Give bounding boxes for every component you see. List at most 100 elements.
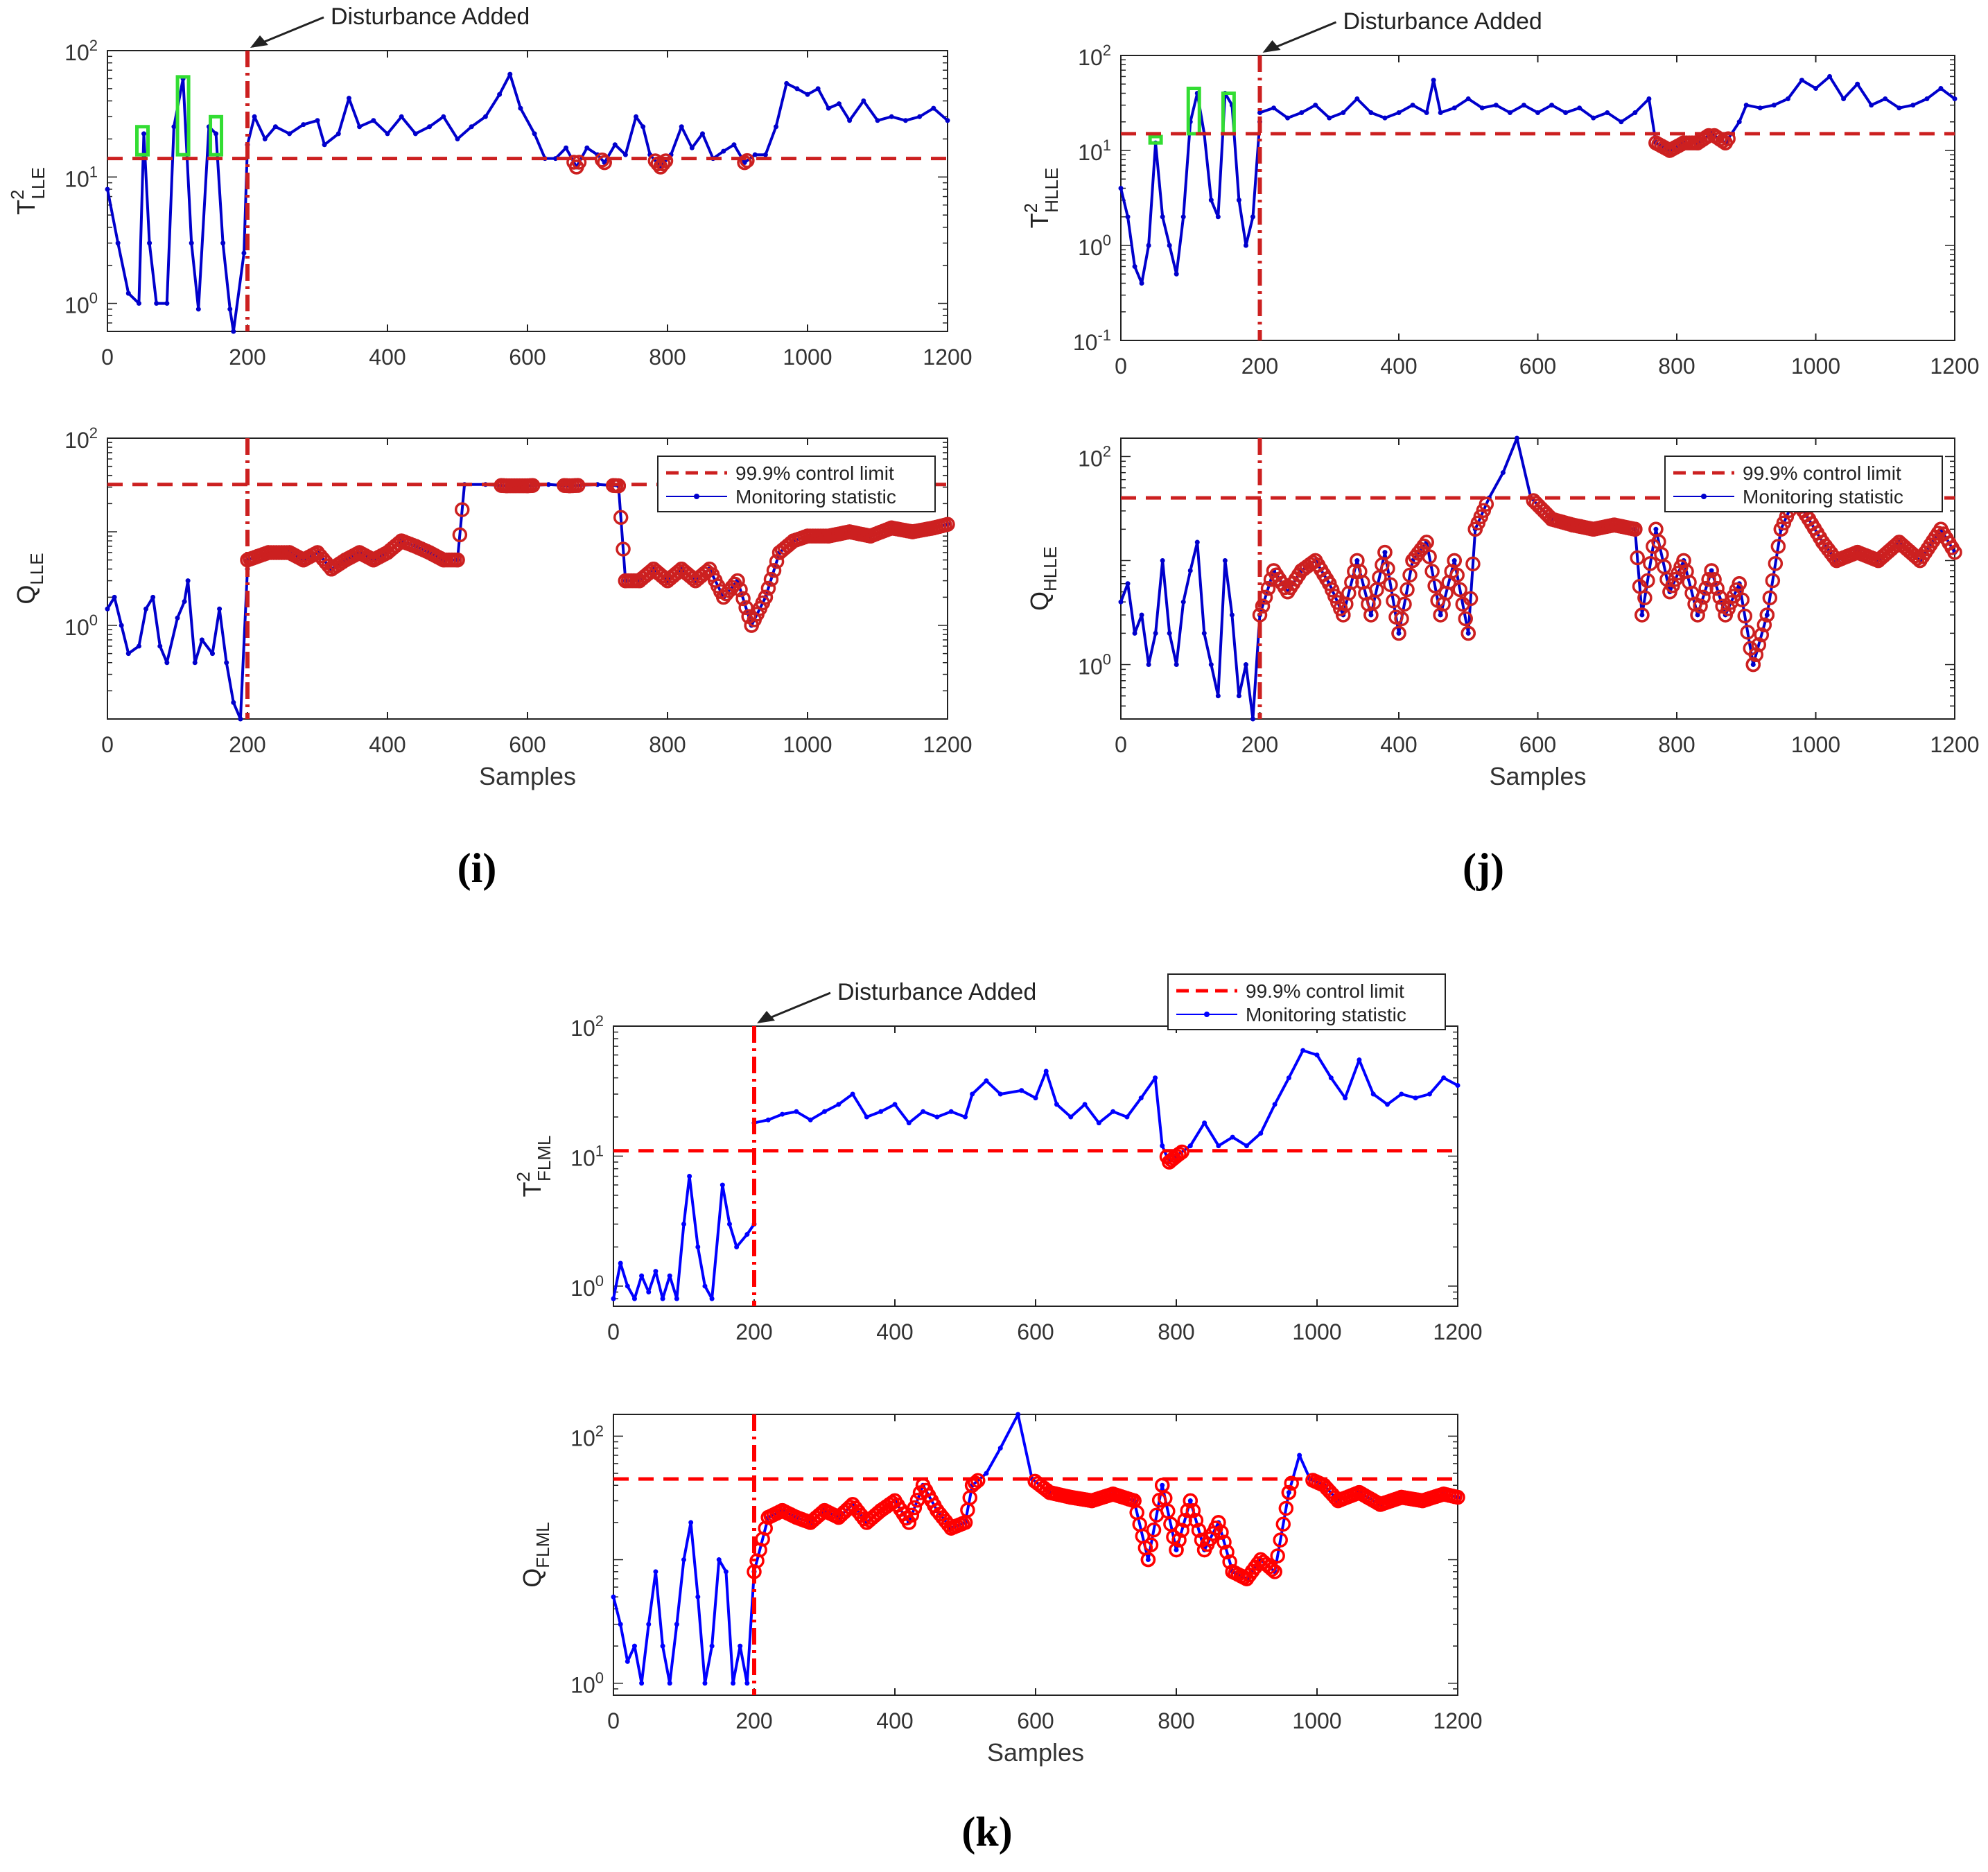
post-disturbance-series-point: [1591, 115, 1596, 121]
post-disturbance-series-point: [634, 114, 639, 119]
missed-detection-marker: [1219, 1544, 1235, 1560]
pre-disturbance-series-point: [702, 1283, 708, 1289]
y-axis-label: QLLE: [12, 553, 47, 604]
x-tick-label: 600: [1519, 354, 1556, 379]
post-disturbance-series-point: [1257, 110, 1262, 115]
missed-detection-marker: [1751, 637, 1767, 652]
post-disturbance-series-point: [1174, 1547, 1179, 1552]
post-disturbance-series-point: [1424, 110, 1429, 115]
post-disturbance-series-point: [822, 1109, 827, 1114]
post-disturbance-series-point: [815, 86, 821, 92]
pre-disturbance-series-point: [639, 1273, 645, 1279]
pre-disturbance-series-point: [136, 301, 141, 306]
false-alarm-marker: [135, 125, 150, 157]
missed-detection-marker: [1427, 578, 1442, 593]
chart-j_top: 0 200 400 600 800 1000 120010-1100101102T2HLLE…: [1020, 8, 1980, 379]
pre-disturbance-series-point: [231, 329, 236, 334]
x-tick-label: 0: [1115, 354, 1127, 379]
post-disturbance-series-point: [878, 1109, 884, 1114]
pre-disturbance-series-point: [660, 1296, 665, 1301]
y-tick-base: 10: [1078, 235, 1103, 260]
y-label-sub: LLE: [28, 167, 49, 199]
post-disturbance-series-point: [1054, 1102, 1059, 1107]
post-disturbance-series-point: [1015, 1412, 1021, 1417]
post-disturbance-series-point: [322, 142, 327, 148]
missed-detection-marker: [1419, 535, 1434, 550]
pre-disturbance-series-point: [709, 1643, 715, 1649]
pre-disturbance-series-point: [1236, 198, 1241, 203]
post-disturbance-series-point: [1110, 1109, 1116, 1114]
chart-i_top: 0 200 400 600 800 1000 1200100101102T2LLEDistu…: [7, 3, 973, 370]
missed-detection-marker: [1255, 598, 1271, 614]
pre-disturbance-series-point: [112, 594, 117, 600]
pre-disturbance-series-point: [639, 1681, 645, 1686]
y-tick-label: 100: [1078, 651, 1111, 679]
disturbance-annotation: Disturbance Added: [1343, 8, 1542, 35]
y-label-sub: LLE: [26, 553, 47, 584]
pre-disturbance-series-line: [612, 1175, 756, 1301]
post-disturbance-series-point: [1202, 1120, 1207, 1126]
missed-detection-marker: [1732, 576, 1747, 591]
post-disturbance-series-point: [1285, 115, 1291, 121]
y-label-main: T: [1025, 213, 1054, 228]
post-disturbance-series-point: [1354, 557, 1360, 563]
post-disturbance-series-point: [1328, 1075, 1334, 1081]
x-axis-label: Samples: [987, 1738, 1084, 1767]
pre-disturbance-series-point: [1180, 214, 1186, 220]
x-tick-label: 1200: [1930, 354, 1979, 379]
pre-disturbance-series-point: [1160, 557, 1165, 563]
missed-detection-marker: [1188, 1513, 1204, 1528]
y-tick-exp: 2: [89, 37, 98, 54]
x-tick-label: 1200: [1930, 732, 1979, 757]
pre-disturbance-series-point: [125, 291, 131, 296]
missed-detection-marker: [1214, 1525, 1229, 1540]
post-disturbance-series-point: [1910, 103, 1916, 108]
y-axis-label: T2HLLE: [1020, 168, 1062, 229]
missed-detection-marker: [1447, 553, 1462, 569]
missed-detection-marker: [738, 600, 753, 615]
legend-box: [657, 456, 936, 512]
x-tick-label: 800: [1658, 354, 1695, 379]
x-tick-label: 0: [101, 732, 114, 757]
post-disturbance-series-point: [1396, 110, 1402, 115]
post-disturbance-series-point: [1813, 86, 1818, 92]
y-tick-exp: 0: [595, 1670, 604, 1687]
missed-detection-marker: [1759, 607, 1775, 623]
pre-disturbance-series-point: [744, 1231, 750, 1237]
missed-detection-marker: [658, 153, 674, 168]
missed-detection-marker: [1734, 592, 1750, 607]
y-tick-base: 10: [64, 40, 89, 65]
post-disturbance-series-point: [752, 152, 758, 157]
legend-limit-label: 99.9% control limit: [735, 462, 894, 484]
legend-limit-label: 99.9% control limit: [1743, 462, 1901, 484]
post-disturbance-series-point: [1771, 103, 1777, 108]
pre-disturbance-series-point: [625, 1283, 630, 1289]
post-disturbance-series-point: [808, 1117, 813, 1123]
legend-statistic-marker: [1204, 1012, 1210, 1017]
post-disturbance-series-point: [836, 101, 842, 107]
y-tick-label: 101: [570, 1142, 604, 1170]
missed-detection-marker: [616, 541, 631, 557]
post-disturbance-series-point: [984, 1471, 989, 1476]
pre-disturbance-series-point: [210, 651, 215, 657]
missed-detection-marker: [1449, 567, 1465, 583]
post-disturbance-series-point: [1286, 1075, 1291, 1081]
y-tick-exp: 2: [595, 1422, 604, 1439]
pre-disturbance-series-point: [1160, 214, 1165, 220]
post-disturbance-series-point: [948, 1109, 954, 1114]
pre-disturbance-series-point: [731, 1681, 736, 1686]
missed-detection-marker: [1707, 572, 1722, 587]
missed-detection-marker: [907, 1500, 923, 1516]
x-tick-label: 200: [229, 345, 265, 370]
pre-disturbance-series-point: [674, 1296, 679, 1301]
y-tick-base: 10: [570, 1425, 595, 1450]
post-disturbance-series-point: [1521, 103, 1526, 108]
y-label-sub: FLML: [532, 1522, 553, 1568]
post-disturbance-series-point: [1385, 1102, 1390, 1107]
pre-disturbance-series-point: [726, 1222, 732, 1227]
pre-disturbance-series-point: [164, 660, 170, 666]
y-axis-label: T2LLE: [7, 167, 49, 215]
pre-disturbance-series-point: [141, 131, 147, 137]
missed-detection-marker: [571, 155, 587, 170]
